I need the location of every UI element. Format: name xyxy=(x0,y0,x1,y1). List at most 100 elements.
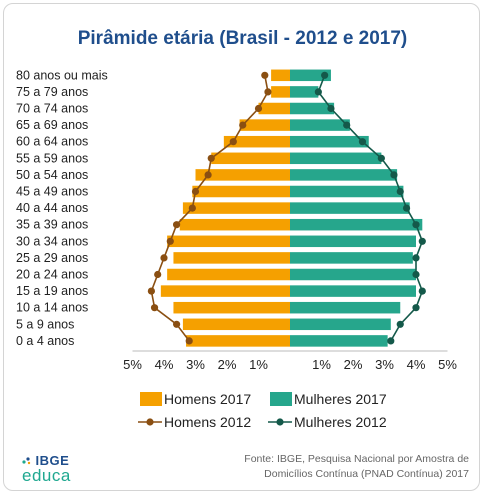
category-label-2: 10 a 14 anos xyxy=(16,301,88,315)
point-mulheres-2012-15 xyxy=(314,88,322,96)
bar-homens-2017-2 xyxy=(173,301,290,314)
point-homens-2012-4 xyxy=(154,270,162,279)
chart-title: Pirâmide etária (Brasil - 2012 e 2017) xyxy=(77,28,408,49)
category-label-13: 65 a 69 anos xyxy=(16,118,88,132)
x-tick-label-7: 2% xyxy=(344,357,363,372)
category-label-5: 25 a 29 anos xyxy=(16,251,88,265)
legend-marker-3 xyxy=(276,418,284,426)
bar-homens-2017-10 xyxy=(195,169,290,181)
point-homens-2012-6 xyxy=(166,237,174,245)
bar-homens-2017-16 xyxy=(271,69,290,82)
point-homens-2012-15 xyxy=(264,88,272,96)
bar-homens-2017-1 xyxy=(182,318,290,331)
bar-homens-2017-13 xyxy=(239,119,290,131)
point-mulheres-2012-7 xyxy=(412,221,420,229)
category-label-16: 80 anos ou mais xyxy=(16,68,108,82)
category-label-12: 60 a 64 anos xyxy=(16,135,88,149)
category-label-15: 75 a 79 anos xyxy=(16,85,88,99)
category-label-1: 5 a 9 anos xyxy=(16,317,74,331)
bar-mulheres-2017-11 xyxy=(290,152,382,165)
category-label-10: 50 a 54 anos xyxy=(16,168,88,182)
category-label-9: 45 a 49 anos xyxy=(16,185,88,199)
point-homens-2012-7 xyxy=(173,221,181,229)
category-label-0: 0 a 4 anos xyxy=(16,334,74,348)
point-mulheres-2012-3 xyxy=(418,287,426,295)
category-label-11: 55 a 59 anos xyxy=(16,151,88,165)
bar-homens-2017-5 xyxy=(173,252,290,264)
bar-mulheres-2017-3 xyxy=(290,285,416,297)
point-homens-2012-1 xyxy=(173,320,181,328)
bar-homens-2017-7 xyxy=(179,218,290,231)
bar-homens-2017-12 xyxy=(223,135,290,148)
bar-mulheres-2017-7 xyxy=(290,218,423,231)
category-label-14: 70 a 74 anos xyxy=(16,102,88,116)
bar-homens-2017-8 xyxy=(182,202,290,214)
bar-mulheres-2017-0 xyxy=(290,335,388,347)
x-tick-label-9: 4% xyxy=(407,357,426,372)
point-mulheres-2012-4 xyxy=(412,270,420,279)
logo-educa-text: educa xyxy=(22,466,71,485)
x-tick-label-2: 3% xyxy=(186,357,205,372)
legend-marker-2 xyxy=(146,418,154,426)
point-mulheres-2012-12 xyxy=(358,138,367,146)
legend-label-2: Homens 2012 xyxy=(164,414,251,430)
bar-mulheres-2017-10 xyxy=(290,169,398,181)
bar-mulheres-2017-9 xyxy=(290,185,404,198)
x-tick-label-8: 3% xyxy=(375,357,394,372)
logo-ibge-text: IBGE xyxy=(35,453,70,468)
legend-label-0: Homens 2017 xyxy=(164,391,251,407)
bar-mulheres-2017-4 xyxy=(290,268,416,281)
category-label-6: 30 a 34 anos xyxy=(16,234,88,248)
point-homens-2012-16 xyxy=(261,71,269,79)
x-tick-label-1: 4% xyxy=(155,357,174,372)
bar-homens-2017-15 xyxy=(271,86,290,98)
point-mulheres-2012-11 xyxy=(377,154,385,162)
point-homens-2012-5 xyxy=(160,254,168,262)
legend-swatch-0 xyxy=(140,392,162,406)
point-homens-2012-3 xyxy=(147,287,155,295)
point-homens-2012-11 xyxy=(207,154,215,162)
point-mulheres-2012-16 xyxy=(321,71,329,79)
point-homens-2012-8 xyxy=(188,204,196,212)
bar-mulheres-2017-6 xyxy=(290,235,416,248)
logo-dots-icon xyxy=(22,457,31,465)
point-mulheres-2012-14 xyxy=(327,104,335,113)
point-mulheres-2012-2 xyxy=(412,304,420,312)
category-label-4: 20 a 24 anos xyxy=(16,268,88,282)
source-line-2: Domicílios Contínua (PNAD Contínua) 2017 xyxy=(264,468,469,480)
bar-homens-2017-6 xyxy=(167,235,290,248)
bar-mulheres-2017-5 xyxy=(290,252,413,264)
x-tick-label-0: 5% xyxy=(123,357,142,372)
bar-mulheres-2017-13 xyxy=(290,119,350,131)
bar-homens-2017-14 xyxy=(258,102,290,115)
point-homens-2012-9 xyxy=(191,187,200,196)
point-homens-2012-0 xyxy=(185,337,193,345)
bar-mulheres-2017-16 xyxy=(290,69,331,82)
bar-mulheres-2017-15 xyxy=(290,86,319,98)
bar-mulheres-2017-2 xyxy=(290,301,401,314)
point-mulheres-2012-9 xyxy=(396,187,404,196)
bar-homens-2017-0 xyxy=(186,335,290,347)
category-label-7: 35 a 39 anos xyxy=(16,218,88,232)
category-label-8: 40 a 44 anos xyxy=(16,201,88,215)
x-tick-label-6: 1% xyxy=(312,357,331,372)
point-mulheres-2012-5 xyxy=(412,254,420,262)
point-mulheres-2012-8 xyxy=(402,204,411,212)
source-line-1: Fonte: IBGE, Pesquisa Nacional por Amost… xyxy=(244,453,469,465)
source-note: Fonte: IBGE, Pesquisa Nacional por Amost… xyxy=(209,452,469,482)
point-homens-2012-14 xyxy=(254,104,263,113)
bar-homens-2017-9 xyxy=(192,185,290,198)
legend-label-1: Mulheres 2017 xyxy=(294,391,387,407)
bar-homens-2017-11 xyxy=(211,152,290,165)
bar-homens-2017-4 xyxy=(167,268,290,281)
legend-label-3: Mulheres 2012 xyxy=(294,414,387,430)
x-tick-label-3: 2% xyxy=(218,357,237,372)
x-tick-label-4: 1% xyxy=(249,357,268,372)
point-mulheres-2012-10 xyxy=(390,171,398,179)
point-homens-2012-2 xyxy=(150,304,159,312)
point-mulheres-2012-1 xyxy=(396,320,404,328)
point-homens-2012-10 xyxy=(204,171,212,179)
bar-homens-2017-3 xyxy=(160,285,290,297)
x-tick-label-10: 5% xyxy=(438,357,457,372)
